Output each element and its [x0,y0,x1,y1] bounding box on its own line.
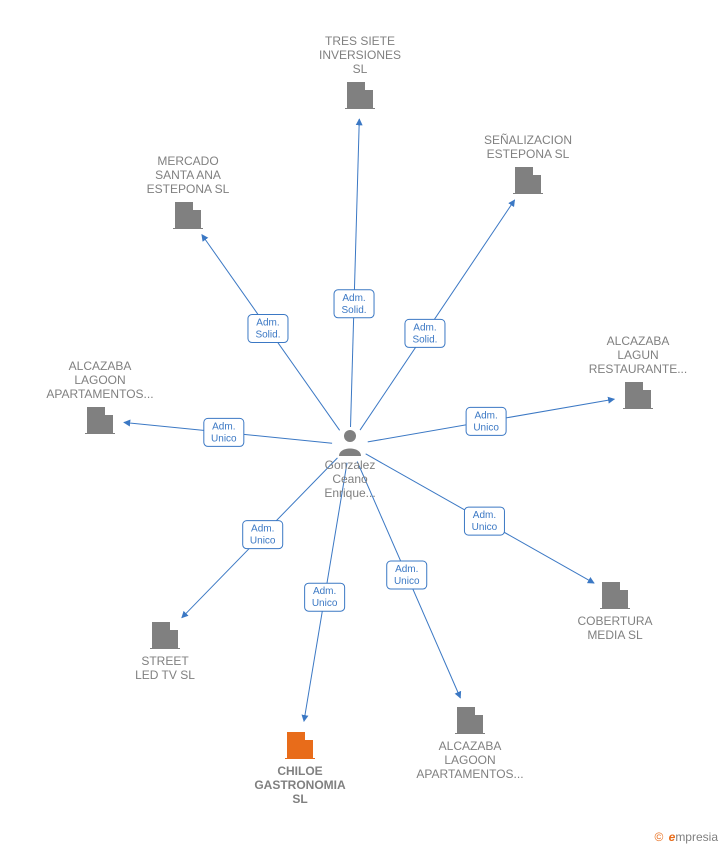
svg-text:Adm.: Adm. [313,586,336,597]
company-node-cobertura[interactable]: COBERTURAMEDIA SL [577,582,652,642]
person-icon [339,430,361,456]
company-label-line: MERCADO [157,154,218,168]
building-icon [345,82,375,109]
brand-rest: mpresia [675,830,718,844]
company-label-line: RESTAURANTE... [589,362,687,376]
center-label-line: Ceano [332,472,368,486]
building-icon [285,732,315,759]
edge-badge-mercado: Adm.Solid. [248,315,288,343]
svg-text:Solid.: Solid. [255,330,280,341]
svg-text:Unico: Unico [250,536,276,547]
company-node-alc-lagun[interactable]: ALCAZABALAGUNRESTAURANTE... [589,334,687,409]
company-label-line: INVERSIONES [319,48,401,62]
company-label-line: SEÑALIZACION [484,133,572,147]
company-label-line: GASTRONOMIA [254,778,346,792]
company-label-line: LAGOON [444,753,495,767]
svg-text:Adm.: Adm. [342,293,365,304]
edge-badge-tres-siete: Adm.Solid. [334,290,374,318]
svg-text:Adm.: Adm. [473,510,496,521]
edge-badge-street-led: Adm.Unico [243,521,283,549]
svg-text:Adm.: Adm. [212,421,235,432]
center-label-line: Enrique... [324,486,375,500]
svg-text:Unico: Unico [473,422,499,433]
building-icon [513,167,543,194]
footer-attribution: © empresia [654,830,718,844]
edge-badge-alc-lagun: Adm.Unico [466,407,506,435]
svg-text:Unico: Unico [394,576,420,587]
svg-text:Adm.: Adm. [413,322,436,333]
svg-text:Solid.: Solid. [342,305,367,316]
company-label-line: LAGOON [74,373,125,387]
edge-senalizacion [360,200,515,430]
building-icon [150,622,180,649]
company-label-line: ALCAZABA [69,359,132,373]
company-node-alc-lagoon-ap1[interactable]: ALCAZABALAGOONAPARTAMENTOS... [46,359,153,434]
svg-text:Unico: Unico [472,522,498,533]
company-label-line: SL [353,62,368,76]
center-person-node[interactable]: GonzalezCeanoEnrique... [324,430,375,500]
company-label-line: SANTA ANA [155,168,221,182]
building-icon [85,407,115,434]
company-label-line: ESTEPONA SL [487,147,570,161]
company-label-line: STREET [141,654,189,668]
company-label-line: LAGUN [617,348,658,362]
company-label-line: TRES SIETE [325,34,395,48]
edge-badge-alc-lagoon-ap2: Adm.Unico [387,561,427,589]
copyright-symbol: © [654,830,663,844]
company-node-alc-lagoon-ap2[interactable]: ALCAZABALAGOONAPARTAMENTOS... [416,707,523,781]
svg-text:Unico: Unico [312,598,338,609]
edge-badge-cobertura: Adm.Unico [464,507,504,535]
building-icon [455,707,485,734]
company-node-tres-siete[interactable]: TRES SIETEINVERSIONESSL [319,34,401,109]
company-node-senalizacion[interactable]: SEÑALIZACIONESTEPONA SL [484,133,572,194]
company-label-line: APARTAMENTOS... [416,767,523,781]
company-node-chiloe[interactable]: CHILOEGASTRONOMIASL [254,732,346,806]
company-label-line: SL [292,792,307,806]
center-label-line: Gonzalez [325,458,376,472]
svg-text:Solid.: Solid. [412,334,437,345]
company-node-mercado[interactable]: MERCADOSANTA ANAESTEPONA SL [147,154,230,229]
edge-badge-chiloe: Adm.Unico [305,583,345,611]
company-node-street-led[interactable]: STREETLED TV SL [135,622,195,682]
company-label-line: LED TV SL [135,668,195,682]
company-label-line: ALCAZABA [439,739,502,753]
edge-badge-senalizacion: Adm.Solid. [405,319,445,347]
company-label-line: COBERTURA [577,614,652,628]
company-label-line: APARTAMENTOS... [46,387,153,401]
company-label-line: ESTEPONA SL [147,182,230,196]
svg-text:Unico: Unico [211,433,237,444]
svg-text:Adm.: Adm. [256,318,279,329]
edge-badge-alc-lagoon-ap1: Adm.Unico [204,418,244,446]
svg-text:Adm.: Adm. [395,564,418,575]
svg-text:Adm.: Adm. [474,410,497,421]
company-label-line: ALCAZABA [607,334,670,348]
svg-text:Adm.: Adm. [251,524,274,535]
building-icon [600,582,630,609]
company-label-line: MEDIA SL [587,628,643,642]
relationship-graph: Adm.Solid.Adm.Solid.Adm.Solid.Adm.UnicoA… [0,0,728,850]
building-icon [173,202,203,229]
company-label-line: CHILOE [277,764,322,778]
building-icon [623,382,653,409]
edge-tres-siete [351,119,360,427]
